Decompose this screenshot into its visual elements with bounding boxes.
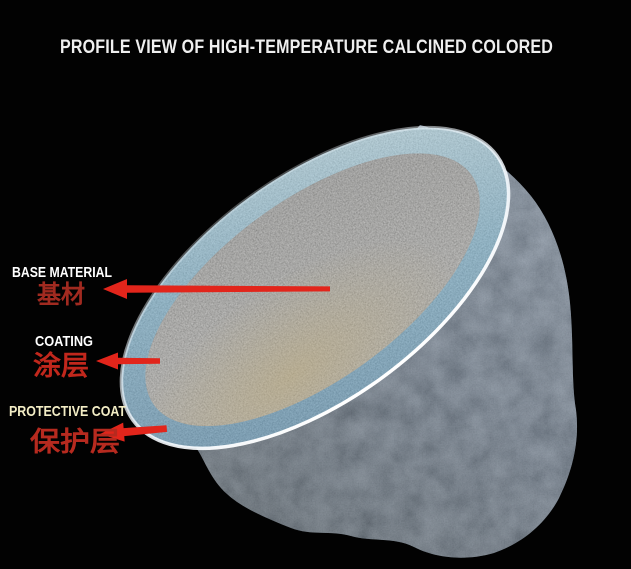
coating-label-zh: 涂层	[33, 350, 89, 381]
protective-coat-label-en: PROTECTIVE COAT	[9, 403, 126, 420]
base-material-arrow	[103, 279, 330, 299]
label-protective-coat: PROTECTIVE COAT 保护层	[9, 403, 126, 457]
protective-coat-label-zh: 保护层	[29, 427, 120, 457]
label-base-material: BASE MATERIAL 基材	[12, 264, 112, 309]
callout-arrows	[96, 279, 330, 442]
coating-arrow	[96, 352, 160, 370]
base-material-label-zh: 基材	[37, 281, 85, 309]
label-coating: COATING 涂层	[33, 333, 93, 381]
base-material-label-en: BASE MATERIAL	[12, 264, 112, 281]
page-title: PROFILE VIEW OF HIGH-TEMPERATURE CALCINE…	[60, 37, 553, 58]
protective-rim	[119, 125, 511, 451]
protective-coat-arrow	[100, 422, 168, 442]
coating-label-en: COATING	[35, 333, 93, 350]
